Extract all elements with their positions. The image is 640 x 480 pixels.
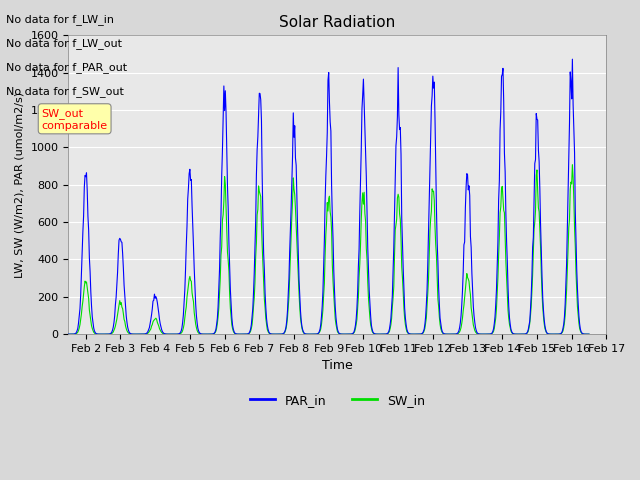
Text: No data for f_LW_out: No data for f_LW_out bbox=[6, 38, 122, 49]
Text: No data for f_PAR_out: No data for f_PAR_out bbox=[6, 62, 127, 73]
Title: Solar Radiation: Solar Radiation bbox=[279, 15, 396, 30]
Text: SW_out
comparable: SW_out comparable bbox=[42, 108, 108, 131]
Legend: PAR_in, SW_in: PAR_in, SW_in bbox=[245, 389, 429, 411]
Text: No data for f_LW_in: No data for f_LW_in bbox=[6, 14, 115, 25]
Text: No data for f_SW_out: No data for f_SW_out bbox=[6, 86, 124, 97]
Y-axis label: LW, SW (W/m2), PAR (umol/m2/s): LW, SW (W/m2), PAR (umol/m2/s) bbox=[15, 92, 25, 278]
X-axis label: Time: Time bbox=[322, 360, 353, 372]
